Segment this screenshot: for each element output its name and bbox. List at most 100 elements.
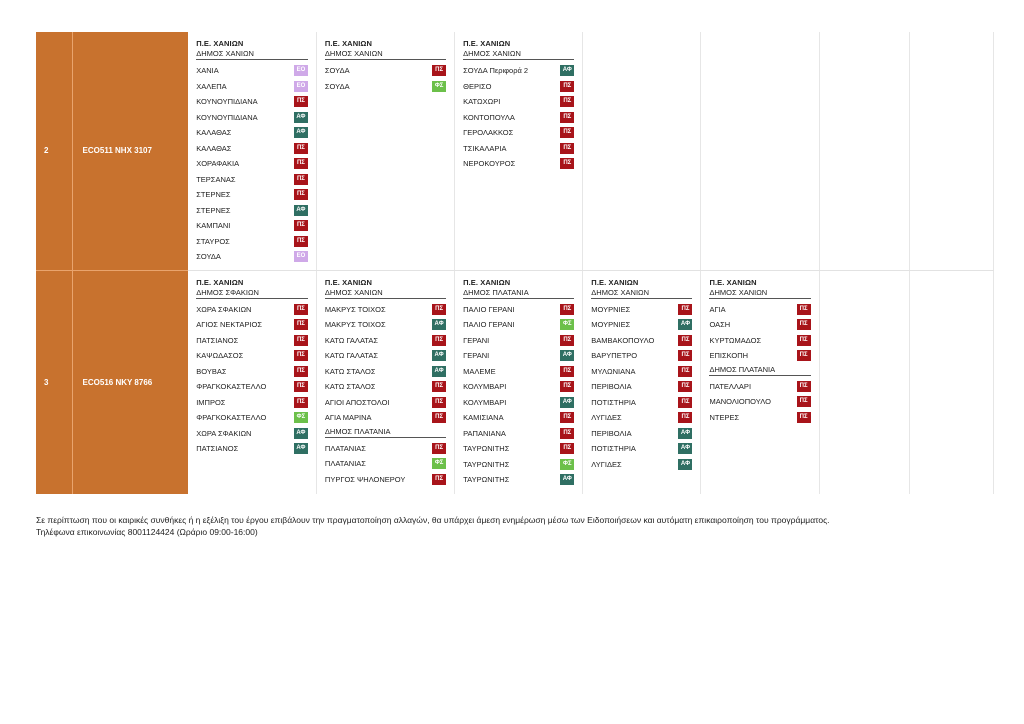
stop-name: ΠΟΤΙΣΤΗΡΙΑ (591, 397, 636, 407)
stop-item: ΑΓΙΟΣ ΝΕΚΤΑΡΙΟΣ ΠΣ (196, 317, 308, 333)
table-row: 2 ECO511 NHX 3107 Π.Ε. ΧΑΝΙΩΝ ΔΗΜΟΣ ΧΑΝΙΩ… (36, 32, 995, 271)
stop-item: ΚΑΤΩ ΓΑΛΑΤΑΣ ΑΦ (325, 348, 447, 364)
stop-item: ΠΛΑΤΑΝΙΑΣ ΦΣ (325, 456, 447, 472)
empty-cell (819, 270, 910, 494)
stop-item: ΧΩΡΑ ΣΦΑΚΙΩΝ ΠΣ (196, 302, 308, 318)
stop-item: ΜΑΚΡΥΣ ΤΟΙΧΟΣ ΠΣ (325, 302, 447, 318)
service-badge: ΠΣ (560, 334, 575, 346)
stop-name: ΚΑΤΩ ΣΤΑΛΟΣ (324, 382, 376, 392)
stop-name: ΣΟΥΔΑ (324, 81, 350, 91)
stop-item: ΣΤΕΡΝΕΣ ΠΣ (196, 187, 308, 203)
stop-item: ΚΥΡΤΩΜΑΔΟΣ ΠΣ (709, 333, 811, 349)
area-cell: Π.Ε. ΧΑΝΙΩΝ ΔΗΜΟΣ ΧΑΝΙΩΝ ΜΟΥΡΝΙΕΣ ΠΣ ΜΟΥΡΝΙΕ… (582, 270, 702, 494)
stop-item: ΑΓΙΑ ΜΑΡΙΝΑ ΠΣ (325, 410, 447, 426)
stop-item: ΒΑΡΥΠΕΤΡΟ ΠΣ (591, 348, 693, 364)
service-badge: ΦΣ (560, 319, 575, 331)
stop-name: ΣΤΕΡΝΕΣ (196, 190, 231, 200)
service-badge: ΠΣ (293, 173, 308, 185)
service-badge: ΠΣ (678, 365, 693, 377)
service-badge: ΑΦ (432, 319, 447, 331)
stop-name: ΠΕΡΙΒΟΛΙΑ (591, 428, 632, 438)
stop-name: ΚΟΝΤΟΠΟΥΛΑ (463, 112, 515, 122)
service-badge: ΠΣ (293, 220, 308, 232)
stop-item: ΠΟΤΙΣΤΗΡΙΑ ΑΦ (591, 441, 693, 457)
stop-name: ΓΕΡΟΛΑΚΚΟΣ (463, 128, 514, 138)
empty-cell (909, 270, 995, 494)
stop-item: ΧΑΝΙΑ ΕΟ (196, 63, 308, 79)
service-badge: ΑΦ (678, 443, 693, 455)
stop-item: ΣΟΥΔΑ Περιφορά 2 ΑΦ (463, 63, 575, 79)
service-badge: ΠΣ (432, 381, 447, 393)
stop-name: ΣΤΕΡΝΕΣ (196, 205, 231, 215)
service-badge: ΕΟ (293, 65, 308, 77)
stop-item: ΓΕΡΑΝΙ ΠΣ (463, 333, 575, 349)
service-badge: ΠΣ (293, 303, 308, 315)
service-badge: ΠΣ (293, 396, 308, 408)
service-badge: ΠΣ (432, 65, 447, 77)
stop-name: ΝΕΡΟΚΟΥΡΟΣ (463, 159, 516, 169)
regional-unit-header: Π.Ε. ΧΑΝΙΩΝ (324, 39, 373, 48)
municipality-subheader: ΔΗΜΟΣ ΠΛΑΤΑΝΙΑ (324, 427, 447, 438)
service-badge: ΠΣ (560, 412, 575, 424)
stop-item: ΦΡΑΓΚΟΚΑΣΤΕΛΛΟ ΠΣ (196, 379, 308, 395)
stop-item: ΒΑΜΒΑΚΟΠΟΥΛΟ ΠΣ (591, 333, 693, 349)
stop-item: ΧΩΡΑ ΣΦΑΚΙΩΝ ΑΦ (196, 426, 308, 442)
service-badge: ΑΦ (432, 365, 447, 377)
stop-name: ΠΟΤΙΣΤΗΡΙΑ (591, 444, 636, 454)
stop-item: ΠΕΡΙΒΟΛΙΑ ΑΦ (591, 426, 693, 442)
stop-item: ΤΑΥΡΩΝΙΤΗΣ ΑΦ (463, 472, 575, 488)
stop-item: ΛΥΓΙΔΕΣ ΑΦ (591, 457, 693, 473)
stop-name: ΑΓΙΑ (709, 304, 726, 314)
empty-cell (582, 32, 702, 271)
service-badge: ΑΦ (293, 204, 308, 216)
stop-name: ΛΥΓΙΔΕΣ (591, 459, 622, 469)
service-badge: ΠΣ (293, 381, 308, 393)
empty-cell (819, 32, 910, 271)
stop-name: ΜΑΛΕΜΕ (463, 366, 496, 376)
stop-item: ΚΑΤΩ ΓΑΛΑΤΑΣ ΠΣ (325, 333, 447, 349)
service-badge: ΠΣ (293, 365, 308, 377)
stop-name: ΚΟΛΥΜΒΑΡΙ (463, 397, 507, 407)
service-badge: ΠΣ (678, 334, 693, 346)
stop-name: ΜΥΛΩΝΙΑΝΑ (591, 366, 636, 376)
stop-name: ΧΟΡΑΦΑΚΙΑ (196, 159, 240, 169)
service-badge: ΠΣ (432, 334, 447, 346)
service-badge: ΠΣ (560, 443, 575, 455)
municipality-header: ΔΗΜΟΣ ΧΑΝΙΩΝ (591, 288, 693, 299)
stop-item: ΚΟΝΤΟΠΟΥΛΑ ΠΣ (463, 110, 575, 126)
service-badge: ΠΣ (796, 334, 811, 346)
stop-name: ΚΟΥΝΟΥΠΙΔΙΑΝΑ (196, 112, 258, 122)
service-badge: ΠΣ (293, 158, 308, 170)
stop-item: ΜΥΛΩΝΙΑΝΑ ΠΣ (591, 364, 693, 380)
service-badge: ΠΣ (560, 111, 575, 123)
stop-item: ΧΑΛΕΠΑ ΕΟ (196, 79, 308, 95)
stop-name: ΑΓΙΟΙ ΑΠΟΣΤΟΛΟΙ (324, 397, 390, 407)
stop-name: ΧΑΝΙΑ (196, 66, 219, 76)
stop-name: ΛΥΓΙΔΕΣ (591, 413, 622, 423)
service-badge: ΠΣ (796, 319, 811, 331)
stop-name: ΓΕΡΑΝΙ (463, 351, 490, 361)
service-badge: ΕΟ (293, 80, 308, 92)
regional-unit-header: Π.Ε. ΧΑΝΙΩΝ (196, 39, 244, 48)
area-cell: Π.Ε. ΧΑΝΙΩΝ ΔΗΜΟΣ ΧΑΝΙΩΝ ΣΟΥΔΑ ΠΣ ΣΟΥΔΑ ΦΣ (316, 32, 456, 271)
service-badge: ΠΣ (560, 80, 575, 92)
stop-item: ΚΟΥΝΟΥΠΙΔΙΑΝΑ ΑΦ (196, 110, 308, 126)
stop-item: ΠΑΤΕΛΛΑΡΙ ΠΣ (709, 379, 811, 395)
stop-name: ΜΑΝΟΛΙΟΠΟΥΛΟ (709, 397, 771, 407)
service-badge: ΠΣ (293, 96, 308, 108)
stop-item: ΑΓΙΑ ΠΣ (709, 302, 811, 318)
service-badge: ΠΣ (432, 442, 447, 454)
service-badge: ΠΣ (432, 396, 447, 408)
stop-item: ΣΟΥΔΑ ΦΣ (324, 79, 447, 95)
stop-item: ΜΑΝΟΛΙΟΠΟΥΛΟ ΠΣ (709, 394, 811, 410)
stop-name: ΓΕΡΑΝΙ (463, 335, 490, 345)
schedule-table: 2 ECO511 NHX 3107 Π.Ε. ΧΑΝΙΩΝ ΔΗΜΟΣ ΧΑΝΙΩ… (36, 32, 995, 494)
regional-unit-header: Π.Ε. ΧΑΝΙΩΝ (196, 277, 244, 287)
stop-item: ΝΤΕΡΕΣ ΠΣ (709, 410, 811, 426)
stop-name: ΕΠΙΣΚΟΠΗ (709, 351, 749, 361)
service-badge: ΑΦ (678, 458, 693, 470)
stop-name: ΒΑΜΒΑΚΟΠΟΥΛΟ (591, 335, 655, 345)
service-badge: ΠΣ (293, 334, 308, 346)
stop-item: ΠΑΛΙΟ ΓΕΡΑΝΙ ΠΣ (463, 302, 575, 318)
stop-item: ΠΑΤΣΙΑΝΟΣ ΑΦ (196, 441, 308, 457)
